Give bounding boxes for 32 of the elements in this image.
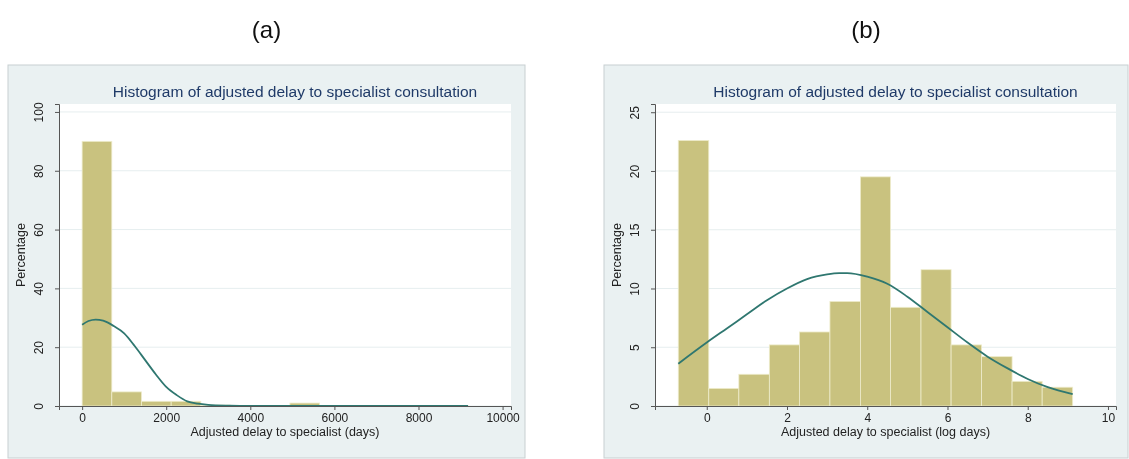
text: (b) bbox=[851, 16, 881, 43]
x-tick-label: 10 bbox=[1101, 410, 1116, 425]
x-tick-label: 4000 bbox=[237, 410, 265, 425]
y-tick-label: 80 bbox=[31, 164, 46, 178]
y-tick-label: 0 bbox=[31, 402, 46, 410]
x-axis-title: Adjusted delay to specialist (days) bbox=[190, 425, 380, 439]
x-tick-label: 8000 bbox=[405, 410, 433, 425]
y-tick-label: 0 bbox=[627, 402, 642, 410]
y-tick-label: 20 bbox=[627, 164, 642, 179]
y-axis-title: Percentage bbox=[610, 222, 624, 287]
x-tick-label: 2 bbox=[784, 410, 792, 425]
y-tick-label: 40 bbox=[31, 281, 46, 296]
y-tick-label: 20 bbox=[31, 340, 46, 355]
chart-title: Histogram of adjusted delay to specialist consultation bbox=[713, 83, 1078, 100]
x-tick-label: 8 bbox=[1024, 410, 1032, 425]
x-tick-label: 6000 bbox=[321, 410, 349, 425]
x-tick-label: 4 bbox=[864, 410, 872, 425]
text: (a) bbox=[251, 16, 282, 43]
x-tick-label: 6 bbox=[944, 410, 952, 425]
y-tick-label: 10 bbox=[627, 282, 642, 296]
y-tick-label: 15 bbox=[627, 223, 642, 237]
y-tick-label: 25 bbox=[627, 105, 642, 120]
y-tick-label: 100 bbox=[31, 102, 46, 123]
y-tick-label: 60 bbox=[31, 223, 46, 237]
y-tick-label: 5 bbox=[627, 344, 642, 352]
x-tick-label: 10000 bbox=[486, 410, 521, 425]
chart-title: Histogram of adjusted delay to specialist consultation bbox=[112, 83, 478, 100]
y-axis-title: Percentage bbox=[14, 222, 28, 287]
x-axis-title: Adjusted delay to specialist (log days) bbox=[780, 425, 991, 439]
x-tick-label: 0 bbox=[79, 410, 87, 425]
x-tick-label: 2000 bbox=[153, 410, 181, 425]
x-tick-label: 0 bbox=[703, 410, 711, 425]
